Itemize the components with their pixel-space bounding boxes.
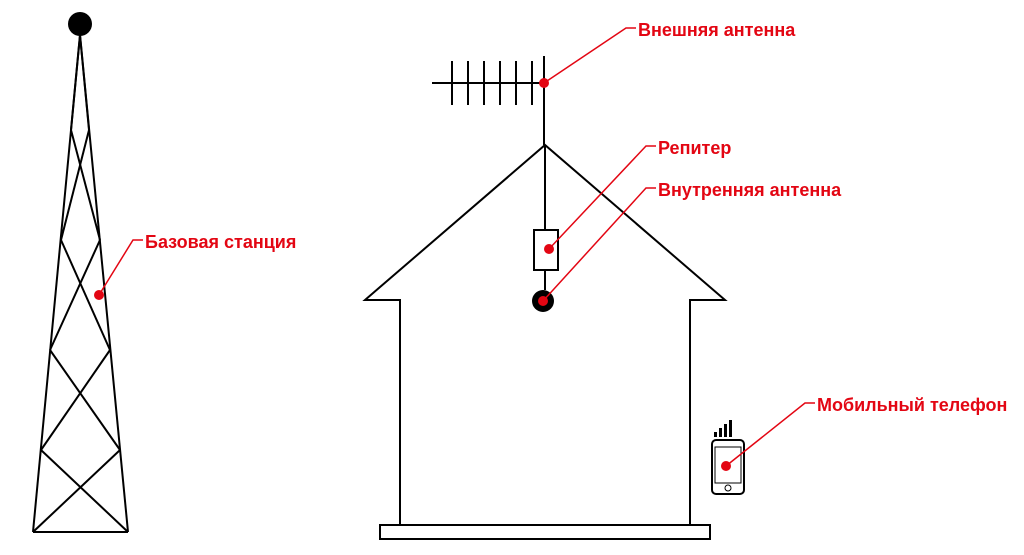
label-internal-antenna: Внутренняя антенна (658, 180, 841, 201)
label-external-antenna: Внешняя антенна (638, 20, 795, 41)
label-mobile-phone: Мобильный телефон (817, 395, 1007, 416)
label-base-station: Базовая станция (145, 232, 296, 253)
diagram-canvas (0, 0, 1024, 555)
label-repeater: Репитер (658, 138, 731, 159)
